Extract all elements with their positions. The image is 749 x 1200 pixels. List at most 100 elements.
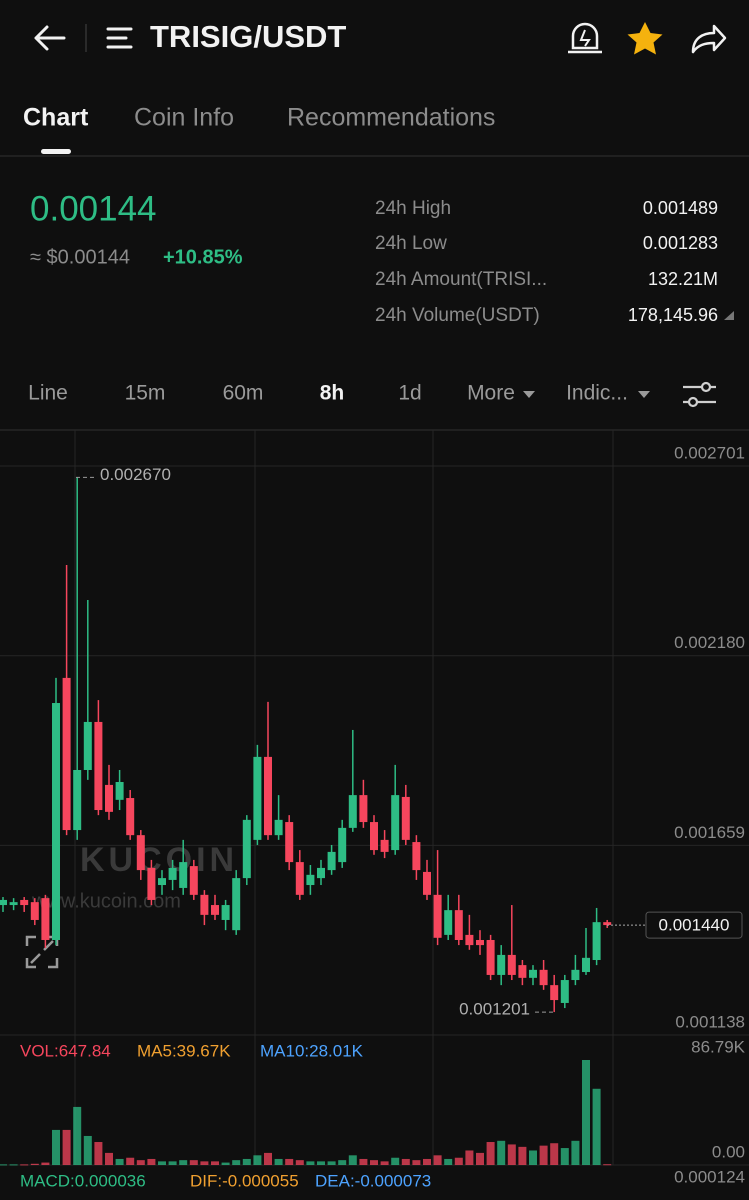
candle-body [317,867,325,879]
share-button[interactable] [691,24,727,54]
candle-body [0,899,7,906]
back-button[interactable] [34,25,66,51]
candle-body [412,842,421,871]
volume-bar [147,1158,156,1165]
macd-label: DIF:-0.000055 [190,1171,299,1190]
volume-bar [179,1160,188,1165]
y-tick-label: 0.002180 [674,633,745,652]
candle-body [9,902,18,906]
candle-body [83,721,92,770]
volume-bar [136,1160,145,1165]
tab[interactable]: Coin Info [134,104,234,132]
pair-title: TRISIG/USDT [150,19,346,54]
watermark: KUCOIN [80,841,238,879]
tab[interactable]: Recommendations [287,104,495,132]
candle-body [242,819,251,879]
candle-body [571,969,580,981]
candle-body [20,899,29,906]
volume-bar [401,1158,410,1165]
timeframe[interactable]: 1d [398,382,421,405]
volume-bar [52,1129,60,1165]
candle-body [232,878,241,931]
volume-bar [285,1158,294,1165]
stat-label: 24h High [375,198,451,219]
candle-body [380,839,389,852]
candle-body [274,819,283,836]
volume-bar [0,1164,7,1166]
macd-axis-label: 0.000124 [674,1167,745,1186]
candle-body [497,954,506,975]
volume-bar [189,1160,198,1165]
candle-body [221,905,230,920]
candle-body [73,769,82,831]
settings-button[interactable] [683,381,716,408]
timeframe[interactable]: More [467,382,515,405]
stat-value: 132.21M [648,269,718,289]
candle-body [62,677,71,831]
volume-bar [582,1060,590,1165]
candle-body [550,985,559,1001]
candle-body [200,894,209,915]
candle-body [147,867,156,900]
tab[interactable]: Chart [23,104,89,132]
timeframe[interactable]: 8h [320,382,345,405]
indicator-label: MA5:39.67K [137,1041,231,1060]
volume-bar [253,1155,262,1165]
stat-label: 24h Amount(TRISI... [375,269,547,290]
volume-bar [264,1152,272,1165]
last-price-box [645,911,743,939]
menu-button[interactable] [106,27,133,49]
timeframe[interactable]: Line [28,382,68,405]
candle-body [94,721,103,811]
volume-bar [200,1161,209,1165]
volume-bar [30,1163,39,1165]
dropdown-caret [638,391,650,398]
last-price: 0.00144 [30,189,157,228]
candle-body [348,795,357,828]
candle-body [391,795,400,851]
volume-bar [338,1160,347,1165]
stat-value: 178,145.96 [628,305,718,325]
volume-bar [20,1164,29,1166]
volume-bar [73,1106,82,1165]
stat-label: 24h Low [375,233,447,254]
candle-body [338,827,347,863]
favorite-star[interactable] [627,22,663,55]
volume-bar [317,1161,325,1165]
volume-bar [306,1161,315,1165]
y-tick-label: 0.00 [712,1142,745,1161]
volume-bar [105,1152,113,1165]
volume-bar [529,1150,537,1165]
volume-bar [476,1152,484,1165]
watermark: www.kucoin.com [31,890,181,912]
timeframe[interactable]: 15m [125,382,166,405]
volume-bar [486,1142,495,1165]
candle-body [264,756,272,836]
toggle-icon[interactable] [724,311,734,320]
candle-body [30,902,39,920]
volume-bar [41,1162,50,1165]
volume-bar [232,1160,241,1165]
candle-body [603,922,612,926]
candle-body [592,922,601,961]
alert-button[interactable] [568,22,602,54]
candle-body [41,898,50,940]
volume-bar [221,1162,230,1165]
price-change: +10.85% [163,246,243,268]
candle-body [539,969,548,986]
candle-body [529,969,537,978]
volume-bar [83,1135,92,1165]
volume-bar [327,1161,336,1165]
volume-bar [370,1160,378,1165]
volume-bar [507,1144,516,1165]
candle-body [136,835,145,871]
candle-body [465,934,474,946]
candle-body [52,703,60,940]
timeframe[interactable]: 60m [223,382,264,405]
volume-bar [592,1088,601,1165]
timeframe[interactable]: Indic... [566,382,628,405]
macd-label: MACD:0.000036 [20,1171,146,1190]
candle-body [105,784,113,812]
volume-bar [168,1161,177,1165]
